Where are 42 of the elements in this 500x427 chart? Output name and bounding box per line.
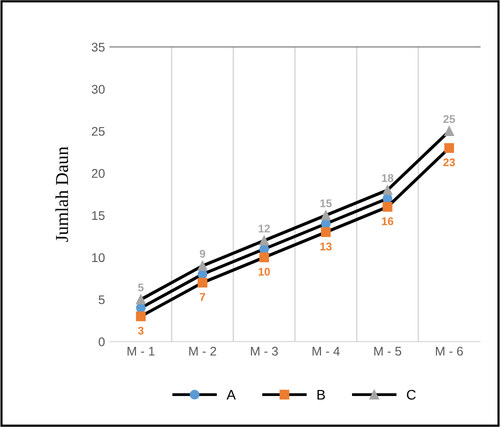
point [444, 126, 454, 136]
y-tick-label: 25 [92, 126, 105, 136]
y-tick-label: 35 [92, 42, 105, 52]
point [444, 143, 454, 153]
point [198, 278, 208, 288]
legend-label: C [406, 390, 416, 400]
data-label: 23 [443, 158, 455, 166]
data-label: 5 [138, 284, 144, 292]
data-label: 18 [382, 174, 394, 182]
point [259, 252, 270, 262]
y-tick-label: 20 [92, 169, 105, 178]
data-label: 9 [200, 250, 206, 258]
legend-label: B [318, 390, 325, 400]
x-tick-label: M - 6 [436, 346, 463, 356]
y-tick-label: 15 [92, 211, 105, 220]
x-tick-label: M - 5 [374, 346, 402, 356]
data-label: 16 [382, 217, 394, 226]
y-tick-label: 30 [92, 84, 105, 94]
y-tick-label: 0 [98, 337, 105, 346]
point [320, 227, 331, 238]
data-label: 25 [443, 115, 456, 124]
y-tick-label: 10 [92, 253, 105, 262]
y-tick-label: 5 [98, 295, 105, 304]
data-label: 12 [258, 224, 270, 232]
point [136, 294, 146, 304]
x-tick-label: M - 2 [189, 346, 216, 356]
x-tick-label: M - 4 [312, 346, 340, 356]
data-label: 10 [258, 268, 270, 276]
legend-label: A [226, 390, 236, 400]
point [382, 202, 392, 212]
point [259, 236, 270, 246]
data-label: 7 [200, 293, 206, 301]
y-axis-title: Jumlah Daun [55, 146, 68, 242]
point [136, 311, 146, 322]
data-label: 13 [320, 242, 332, 250]
point [198, 260, 208, 271]
data-label: 3 [138, 326, 144, 335]
point [320, 210, 331, 220]
x-tick-label: M - 3 [250, 346, 278, 356]
point [382, 185, 392, 195]
data-label: 15 [320, 199, 332, 208]
x-tick-label: M - 1 [128, 346, 154, 356]
